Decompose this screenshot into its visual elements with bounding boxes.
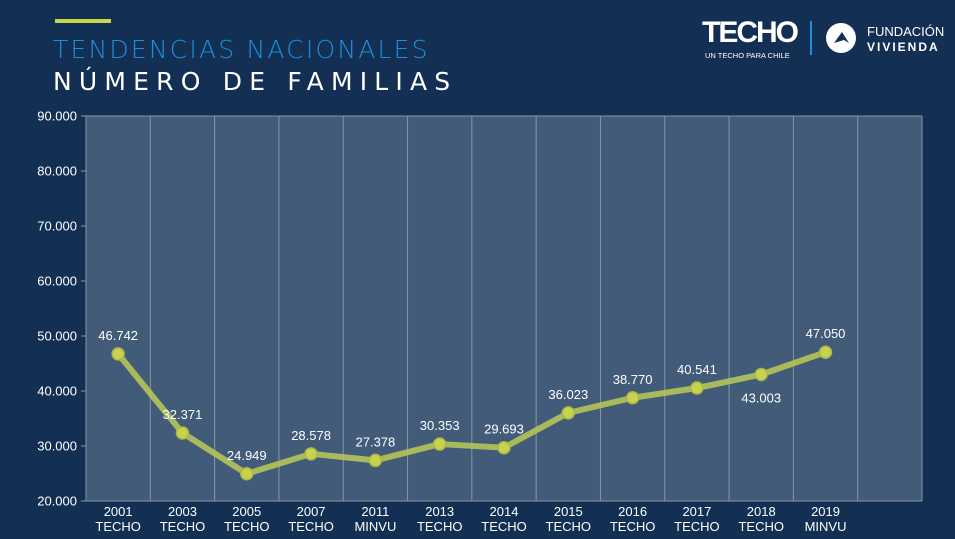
x-tick-label-year: 2019	[811, 504, 840, 519]
x-tick-label-source: MINVU	[805, 519, 847, 534]
x-tick-label-year: 2017	[682, 504, 711, 519]
data-label: 28.578	[291, 428, 331, 443]
data-point	[818, 345, 833, 359]
data-point	[625, 391, 640, 405]
data-label: 27.378	[356, 434, 396, 449]
data-label: 24.949	[227, 448, 267, 463]
x-tick-label-source: TECHO	[417, 519, 463, 534]
y-tick-label: 20.000	[37, 494, 77, 509]
page-subtitle: NÚMERO DE FAMILIAS	[53, 67, 458, 96]
data-point	[368, 453, 383, 468]
x-tick-label-year: 2014	[490, 504, 519, 519]
data-point	[497, 440, 511, 455]
data-label: 29.693	[484, 422, 524, 437]
data-label: 36.023	[548, 387, 588, 402]
fundacion-vivienda-logo-icon	[826, 23, 856, 53]
y-tick-label: 40.000	[37, 384, 77, 399]
x-tick-label-year: 2011	[361, 504, 389, 519]
x-tick-label-source: TECHO	[288, 519, 334, 534]
plot-area	[86, 116, 922, 501]
data-point	[240, 467, 254, 481]
y-tick-label: 60.000	[37, 274, 77, 289]
y-tick-label: 80.000	[37, 164, 77, 179]
series-line	[115, 349, 829, 477]
data-point	[754, 367, 768, 382]
x-tick-label-source: TECHO	[674, 519, 720, 534]
x-tick-label-year: 2007	[297, 504, 326, 519]
y-tick-label: 90.000	[37, 109, 77, 124]
x-tick-label-year: 2018	[747, 504, 776, 519]
techo-tagline: UN TECHO PARA CHILE	[705, 51, 790, 60]
data-label: 46.742	[98, 328, 138, 343]
x-tick-label-source: TECHO	[738, 519, 784, 534]
x-tick-label-year: 2015	[554, 504, 583, 519]
data-label: 30.353	[420, 418, 460, 433]
x-tick-label-source: TECHO	[481, 519, 527, 534]
x-tick-label-source: TECHO	[546, 519, 592, 534]
data-point	[561, 406, 576, 420]
data-point	[690, 381, 704, 395]
x-tick-label-source: TECHO	[610, 519, 656, 534]
y-tick-label: 50.000	[37, 329, 77, 344]
x-tick-label-year: 2001	[104, 504, 133, 519]
x-tick-label-year: 2013	[425, 504, 454, 519]
data-label: 43.003	[741, 390, 781, 405]
page-title: TENDENCIAS NACIONALES	[53, 35, 430, 64]
y-tick-label: 70.000	[37, 219, 77, 234]
fundacion-logo-line1: FUNDACIÓN	[867, 24, 945, 39]
title-accent-bar	[55, 19, 111, 23]
x-tick-label-source: TECHO	[95, 519, 141, 534]
data-label: 47.050	[806, 326, 846, 341]
x-tick-label-source: TECHO	[160, 519, 206, 534]
data-point	[111, 347, 125, 361]
x-tick-label-year: 2005	[232, 504, 261, 519]
x-tick-label-year: 2003	[168, 504, 197, 519]
data-point	[304, 447, 318, 461]
data-label: 32.371	[163, 407, 203, 422]
data-point	[175, 426, 190, 440]
techo-logo: TECHO	[702, 16, 799, 49]
fundacion-logo-line2: VIVIENDA	[867, 40, 940, 54]
logo-divider	[810, 21, 812, 55]
x-tick-label-source: TECHO	[224, 519, 270, 534]
y-tick-label: 30.000	[37, 439, 77, 454]
x-tick-label-source: MINVU	[354, 519, 396, 534]
x-tick-label-year: 2016	[618, 504, 647, 519]
data-label: 38.770	[613, 372, 653, 387]
data-point	[432, 437, 447, 451]
data-label: 40.541	[677, 362, 717, 377]
